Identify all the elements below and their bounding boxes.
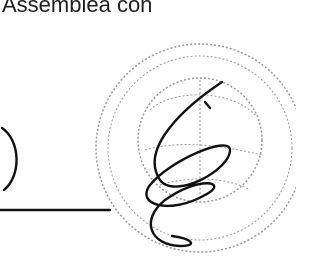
document-text: Assemblea con bbox=[2, 0, 152, 17]
scan: Assemblea con bbox=[0, 0, 296, 261]
background bbox=[0, 0, 296, 261]
page: Assemblea con (() => { const data = JSON… bbox=[0, 0, 296, 261]
